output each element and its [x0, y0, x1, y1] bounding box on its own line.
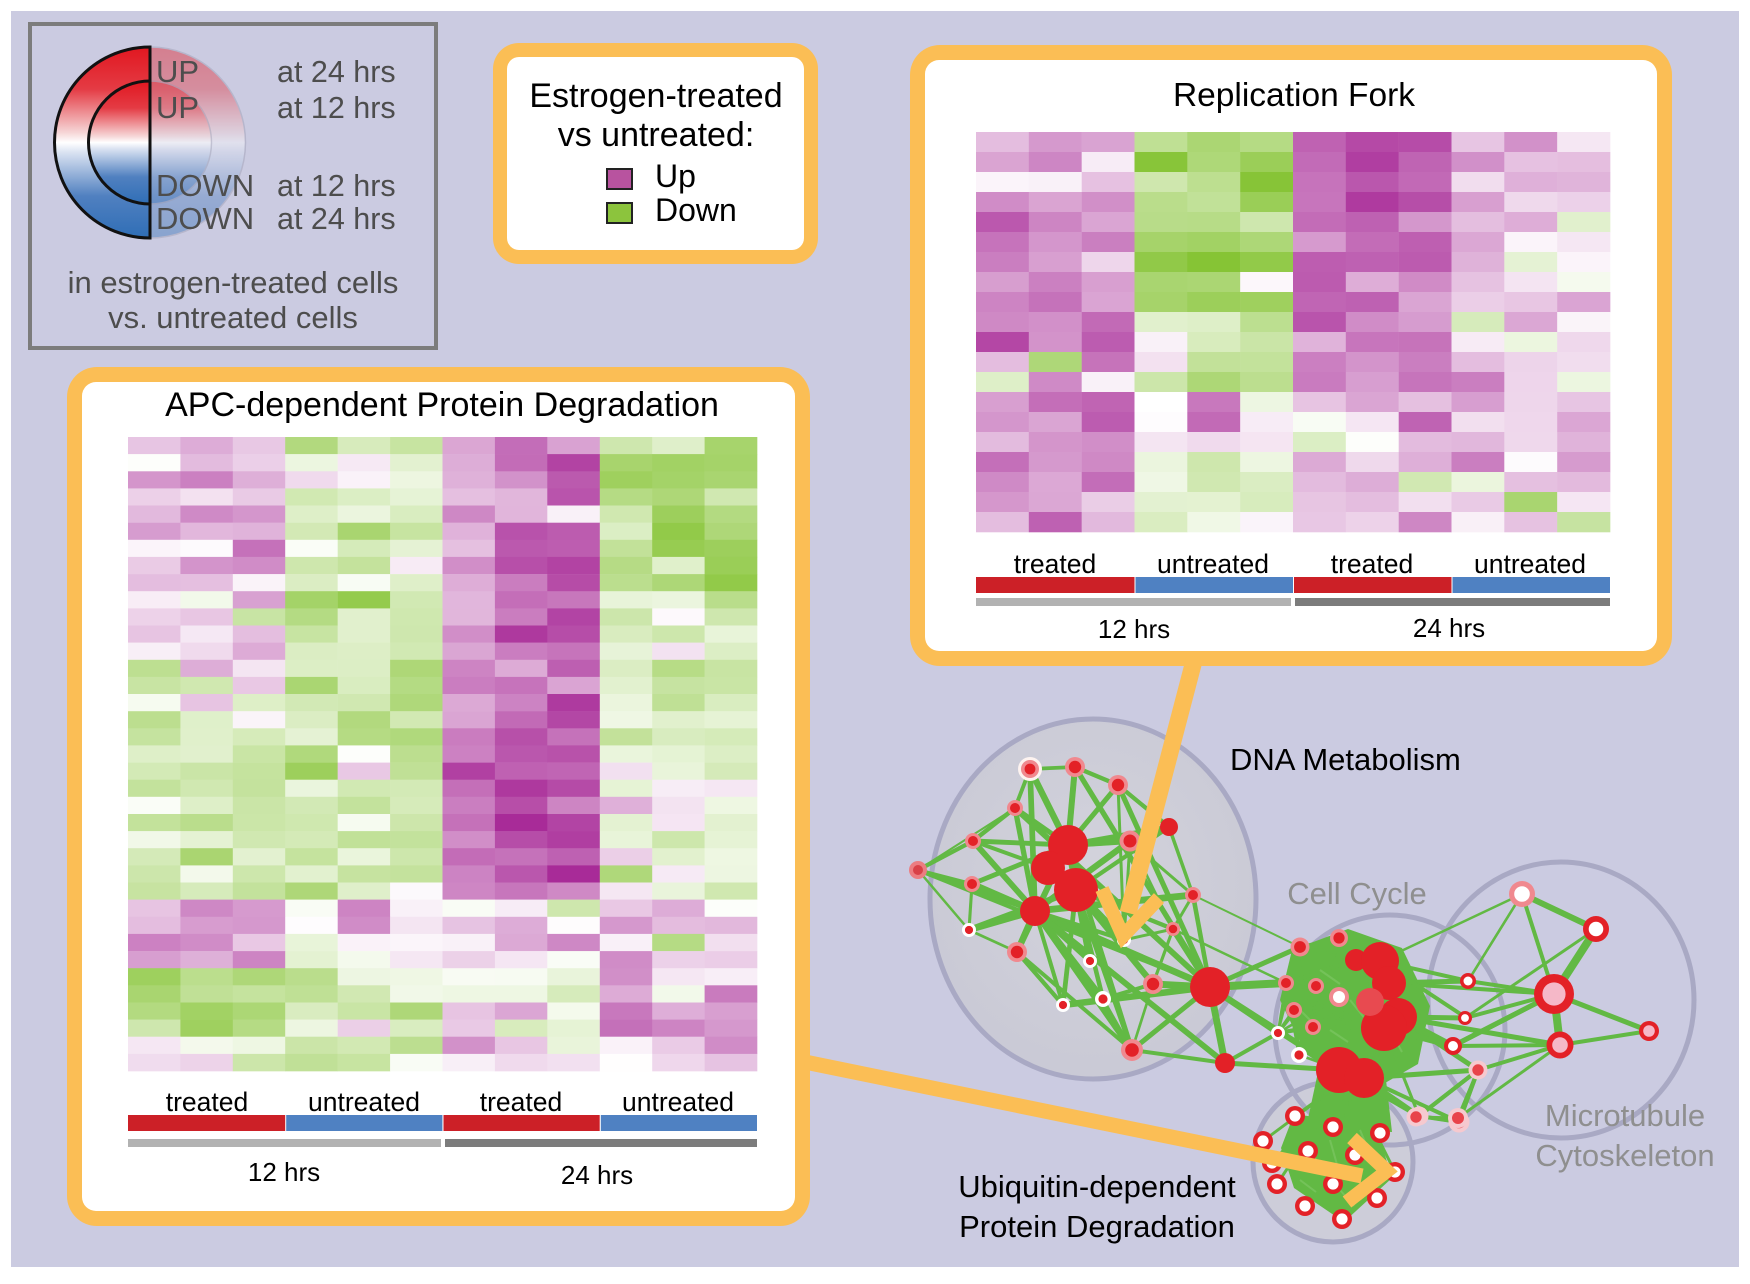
svg-text:UP: UP: [156, 54, 199, 89]
svg-text:Cell Cycle: Cell Cycle: [1287, 876, 1427, 911]
svg-text:in estrogen-treated cells: in estrogen-treated cells: [68, 265, 399, 300]
svg-text:at 24 hrs: at 24 hrs: [277, 55, 396, 89]
svg-text:Up: Up: [655, 158, 696, 194]
svg-text:APC-dependent Protein Degradat: APC-dependent Protein Degradation: [165, 386, 719, 424]
svg-text:at 12 hrs: at 12 hrs: [277, 169, 396, 203]
svg-text:treated: treated: [1331, 549, 1414, 579]
svg-text:Protein Degradation: Protein Degradation: [959, 1209, 1235, 1244]
svg-text:treated: treated: [1014, 549, 1097, 579]
svg-text:treated: treated: [166, 1087, 249, 1117]
svg-text:24 hrs: 24 hrs: [561, 1160, 633, 1190]
svg-text:Microtubule: Microtubule: [1545, 1098, 1705, 1133]
svg-text:12 hrs: 12 hrs: [1098, 614, 1170, 644]
svg-text:DOWN: DOWN: [156, 201, 254, 236]
svg-text:at 24 hrs: at 24 hrs: [277, 202, 396, 236]
svg-text:Cytoskeleton: Cytoskeleton: [1535, 1138, 1714, 1173]
svg-text:DNA Metabolism: DNA Metabolism: [1230, 742, 1461, 777]
svg-text:untreated: untreated: [1157, 549, 1269, 579]
svg-text:vs untreated:: vs untreated:: [558, 116, 755, 154]
svg-text:24 hrs: 24 hrs: [1413, 613, 1485, 643]
svg-text:treated: treated: [480, 1087, 563, 1117]
svg-text:Ubiquitin-dependent: Ubiquitin-dependent: [958, 1169, 1236, 1204]
svg-text:at 12 hrs: at 12 hrs: [277, 91, 396, 125]
svg-text:UP: UP: [156, 90, 199, 125]
svg-text:Estrogen-treated: Estrogen-treated: [529, 77, 782, 115]
svg-text:vs. untreated cells: vs. untreated cells: [108, 300, 358, 335]
svg-text:Replication Fork: Replication Fork: [1173, 77, 1415, 114]
svg-text:untreated: untreated: [1474, 549, 1586, 579]
svg-text:Down: Down: [655, 192, 737, 228]
svg-text:untreated: untreated: [622, 1087, 734, 1117]
svg-text:untreated: untreated: [308, 1087, 420, 1117]
svg-text:DOWN: DOWN: [156, 168, 254, 203]
svg-text:12 hrs: 12 hrs: [248, 1157, 320, 1187]
